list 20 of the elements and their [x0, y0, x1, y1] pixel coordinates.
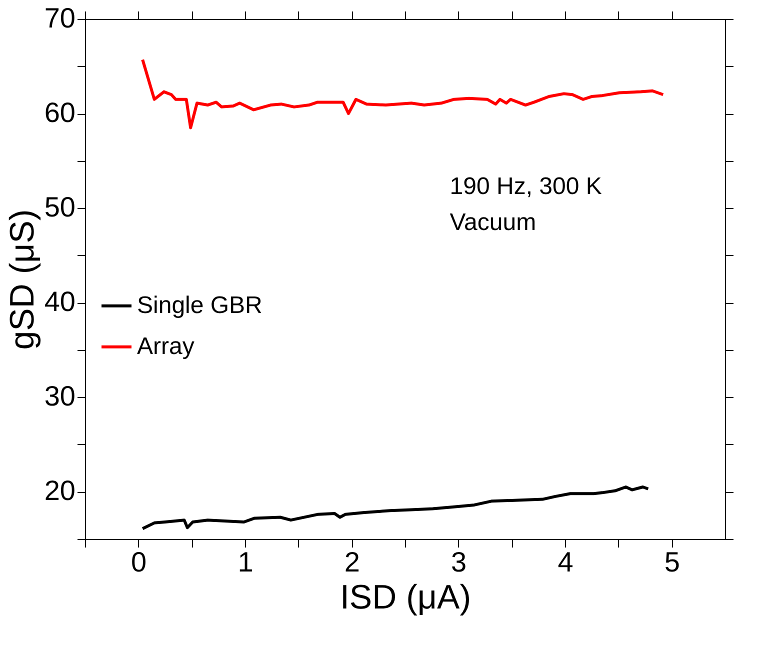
legend-label: Single GBR	[137, 292, 262, 319]
x-tick-label: 2	[344, 546, 360, 578]
y-axis-title: gSD (μS)	[3, 209, 42, 350]
x-axis-title: ISD (μA)	[340, 578, 472, 616]
y-tick-label: 40	[44, 286, 76, 318]
annotation: Vacuum	[450, 209, 536, 236]
legend-label: Array	[137, 332, 194, 360]
line-series	[141, 486, 650, 530]
x-tick-label: 3	[451, 546, 467, 578]
y-tick-label: 70	[44, 2, 76, 34]
y-tick-label: 60	[44, 97, 76, 128]
x-tick-label: 5	[664, 546, 680, 578]
x-tick-label: 4	[558, 546, 574, 578]
x-tick-label: 1	[238, 546, 254, 578]
x-tick-label: 0	[131, 546, 147, 578]
y-tick-label: 50	[44, 192, 76, 223]
y-tick-label: 30	[44, 380, 76, 412]
y-tick-label: 20	[44, 475, 76, 506]
annotation: 190 Hz, 300 K	[450, 173, 602, 200]
line-series	[141, 58, 665, 130]
